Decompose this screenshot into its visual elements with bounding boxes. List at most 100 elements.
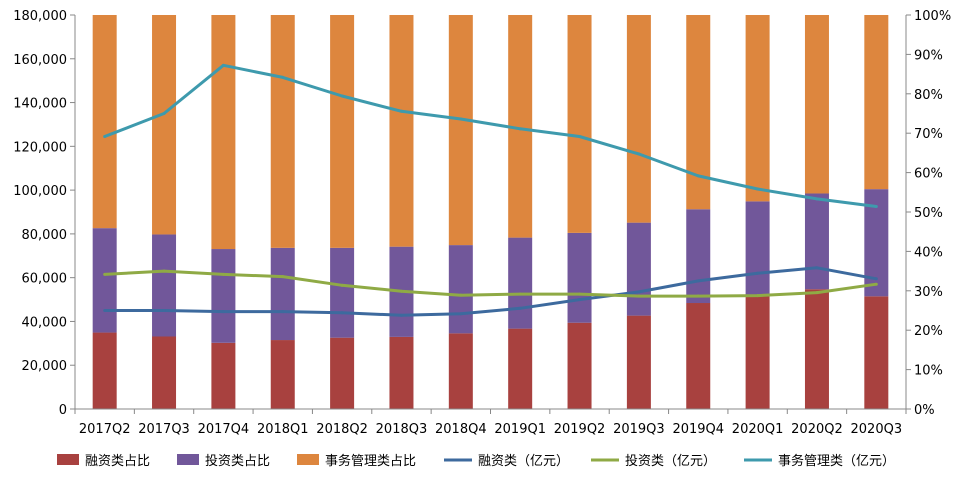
bar-financing-2018Q4 [448,333,473,409]
bar-financing-2018Q1 [270,340,295,409]
legend-label: 投资类（亿元） [625,453,716,469]
right-tick-label: 50% [914,206,943,221]
bar-investment-2017Q4 [211,249,236,343]
right-tick-label: 0% [914,403,935,418]
bar-management-2020Q2 [804,15,829,194]
legend-label: 融资类占比 [85,454,150,469]
bar-management-2019Q3 [626,15,651,223]
legend-swatch [297,454,319,465]
point-investment-2018Q2 [340,283,344,287]
point-investment-2018Q1 [281,275,285,279]
point-financing-2019Q4 [696,279,700,283]
point-financing-2017Q4 [221,310,225,314]
bar-financing-2020Q3 [864,296,889,409]
legend-item-1: 投资类占比 [177,453,270,469]
left-tick-label: 40,000 [22,315,68,330]
point-financing-2018Q1 [281,310,285,314]
left-tick-label: 180,000 [13,9,67,24]
legend-label: 投资类占比 [205,453,270,469]
bar-investment-2017Q2 [92,228,117,333]
point-financing-2017Q3 [162,309,166,312]
point-management-2019Q4 [696,174,700,178]
x-tick-label-2020Q1: 2020Q1 [732,422,784,437]
point-investment-2020Q3 [874,282,878,286]
point-financing-2018Q3 [399,313,403,317]
x-tick-label-2017Q4: 2017Q4 [198,422,250,437]
point-management-2017Q4 [221,63,225,67]
point-financing-2019Q3 [637,290,641,294]
point-management-2018Q3 [399,109,403,113]
bar-management-2017Q2 [92,15,117,229]
left-tick-label: 20,000 [22,359,68,374]
legend: 融资类占比 投资类占比 事务管理类占比 融资类（亿元） 投资类（亿元） 事务管理类（亿元） [57,453,895,469]
right-tick-label: 60% [914,167,943,182]
x-tick-label-2018Q2: 2018Q2 [316,422,368,437]
legend-item-0: 融资类占比 [57,454,150,469]
right-tick-label: 90% [914,48,943,63]
point-investment-2017Q4 [221,272,225,276]
legend-item-4: 投资类（亿元） [591,453,716,469]
point-management-2020Q2 [815,197,819,201]
bar-management-2020Q3 [864,15,889,190]
bar-investment-2018Q1 [270,247,295,341]
bar-financing-2019Q4 [686,303,711,409]
bar-investment-2019Q2 [567,232,592,323]
right-tick-label: 70% [914,127,943,142]
bar-financing-2017Q3 [152,336,177,409]
right-tick-label: 20% [914,324,943,339]
point-investment-2017Q3 [162,269,166,273]
point-management-2017Q2 [103,134,107,138]
point-financing-2019Q2 [578,298,582,302]
bar-investment-2017Q3 [152,234,177,337]
point-financing-2020Q3 [874,277,878,281]
bar-management-2020Q1 [745,15,770,202]
line-investment-series [104,269,877,298]
bar-management-2018Q1 [270,15,295,248]
right-tick-label: 80% [914,88,943,103]
bar-management-2018Q4 [448,15,473,246]
bar-financing-2020Q1 [745,294,770,409]
point-management-2020Q3 [874,205,878,209]
x-tick-label-2017Q2: 2017Q2 [79,422,131,437]
legend-swatch [57,454,79,465]
point-investment-2019Q3 [637,294,641,298]
point-management-2017Q3 [162,112,166,115]
left-tick-label: 0 [59,403,67,418]
x-tick-label-2018Q3: 2018Q3 [376,422,428,437]
left-tick-label: 60,000 [22,272,68,287]
bar-financing-2019Q3 [626,315,651,409]
bar-investment-2020Q1 [745,201,770,295]
point-management-2018Q2 [340,94,344,98]
bar-investment-2018Q4 [448,245,473,334]
bar-management-2017Q4 [211,15,236,250]
bar-investment-2020Q2 [804,193,829,290]
bar-financing-2019Q2 [567,322,592,409]
bar-investment-2019Q3 [626,222,651,316]
point-investment-2019Q2 [578,292,582,296]
left-tick-label: 140,000 [13,97,67,112]
right-tick-label: 10% [914,364,943,379]
bar-financing-2019Q1 [508,328,533,409]
bar-financing-2018Q3 [389,336,414,409]
line-management-series [104,63,877,208]
point-management-2019Q2 [578,134,582,138]
x-tick-label-2017Q3: 2017Q3 [138,422,190,437]
bar-financing-2017Q2 [92,332,117,409]
right-tick-label: 30% [914,285,943,300]
left-tick-label: 80,000 [22,228,68,243]
point-financing-2020Q1 [756,271,760,275]
x-tick-label-2020Q3: 2020Q3 [851,422,903,437]
left-tick-label: 120,000 [13,140,67,155]
legend-swatch [177,454,199,465]
line-financing-series [104,266,877,317]
x-tick-label-2019Q3: 2019Q3 [613,422,665,437]
point-management-2018Q1 [281,75,285,79]
x-tick-label-2018Q1: 2018Q1 [257,422,309,437]
bar-management-2018Q3 [389,15,414,247]
bar-management-2019Q4 [686,15,711,210]
point-financing-2017Q2 [103,309,107,312]
point-investment-2018Q4 [459,293,463,297]
point-financing-2019Q1 [518,306,522,310]
bar-investment-2018Q2 [330,247,355,338]
